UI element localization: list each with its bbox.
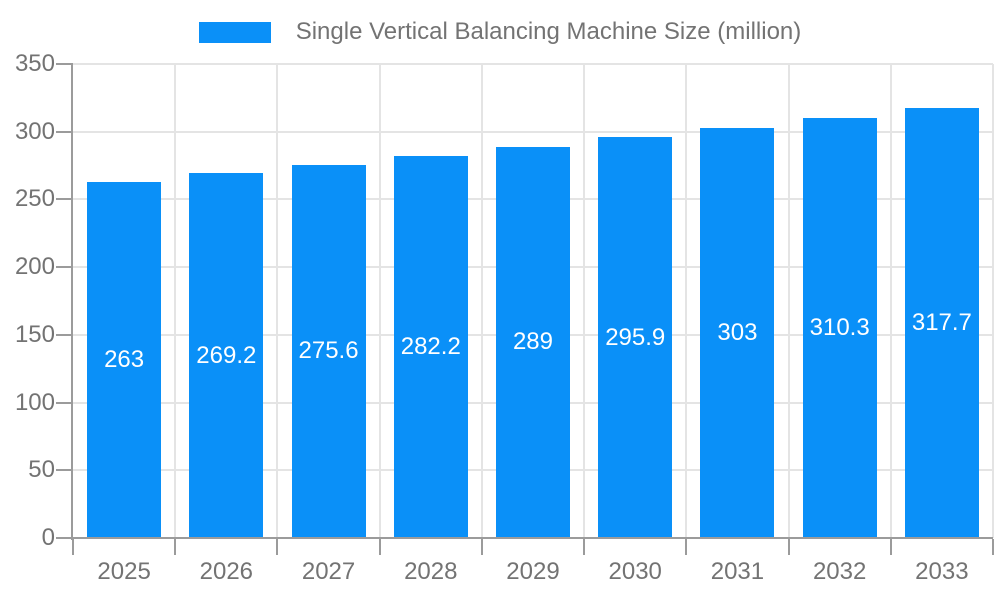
gridline-vertical [787, 64, 790, 538]
x-tick-label: 2031 [710, 558, 765, 585]
bar[interactable] [189, 173, 264, 538]
x-tick-label: 2030 [608, 558, 662, 585]
x-tick-label: 2026 [199, 558, 254, 585]
y-axis-tick [56, 401, 73, 404]
y-axis-tick [56, 333, 73, 336]
gridline-horizontal [73, 130, 993, 133]
x-axis-tick [276, 539, 279, 555]
legend-swatch [198, 21, 271, 43]
gridline-vertical [276, 64, 279, 538]
gridline-vertical [174, 64, 177, 538]
bar[interactable] [904, 107, 979, 538]
bar[interactable] [87, 181, 162, 538]
gridline-vertical [685, 64, 688, 538]
y-tick-label: 100 [14, 388, 55, 416]
x-axis-tick [583, 539, 586, 555]
gridline-vertical [992, 64, 994, 538]
x-axis-line [73, 537, 993, 539]
y-axis-tick [56, 469, 73, 472]
y-axis-tick [56, 266, 73, 269]
legend-label: Single Vertical Balancing Machine Size (… [295, 18, 802, 45]
bar[interactable] [700, 127, 775, 538]
gridline-horizontal [73, 63, 993, 65]
y-tick-label: 50 [28, 456, 55, 484]
y-axis-tick [56, 198, 73, 201]
gridline-vertical [378, 64, 381, 538]
y-tick-label: 200 [14, 253, 55, 281]
bar[interactable] [393, 155, 468, 538]
y-tick-label: 250 [14, 185, 55, 213]
x-axis-tick [889, 539, 892, 555]
x-tick-label: 2027 [301, 558, 356, 585]
x-tick-label: 2025 [97, 558, 151, 585]
y-tick-label: 0 [41, 524, 55, 551]
x-tick-label: 2033 [915, 558, 969, 585]
x-tick-label: 2029 [506, 558, 560, 585]
gridline-vertical [583, 64, 586, 538]
y-axis-tick [56, 63, 73, 65]
x-axis-tick [378, 539, 381, 555]
x-axis-tick [685, 539, 688, 555]
x-axis-tick [72, 539, 74, 555]
y-tick-label: 150 [14, 320, 55, 348]
x-tick-label: 2028 [404, 558, 458, 585]
bar[interactable] [496, 146, 570, 538]
bar[interactable] [802, 117, 877, 538]
x-axis-tick [174, 539, 177, 555]
gridline-vertical [480, 64, 483, 538]
y-tick-label: 350 [14, 50, 55, 77]
y-tick-label: 300 [14, 117, 55, 145]
x-axis-tick [992, 539, 994, 555]
x-axis-tick [480, 539, 483, 555]
chart-legend[interactable]: Single Vertical Balancing Machine Size (… [0, 18, 1000, 46]
bar[interactable] [598, 137, 673, 538]
y-axis-line [71, 64, 73, 540]
y-axis-tick [56, 537, 73, 539]
gridline-vertical [889, 64, 892, 538]
bar[interactable] [291, 164, 366, 538]
x-axis-tick [787, 539, 790, 555]
y-axis-tick [56, 130, 73, 133]
x-tick-label: 2032 [812, 558, 867, 585]
